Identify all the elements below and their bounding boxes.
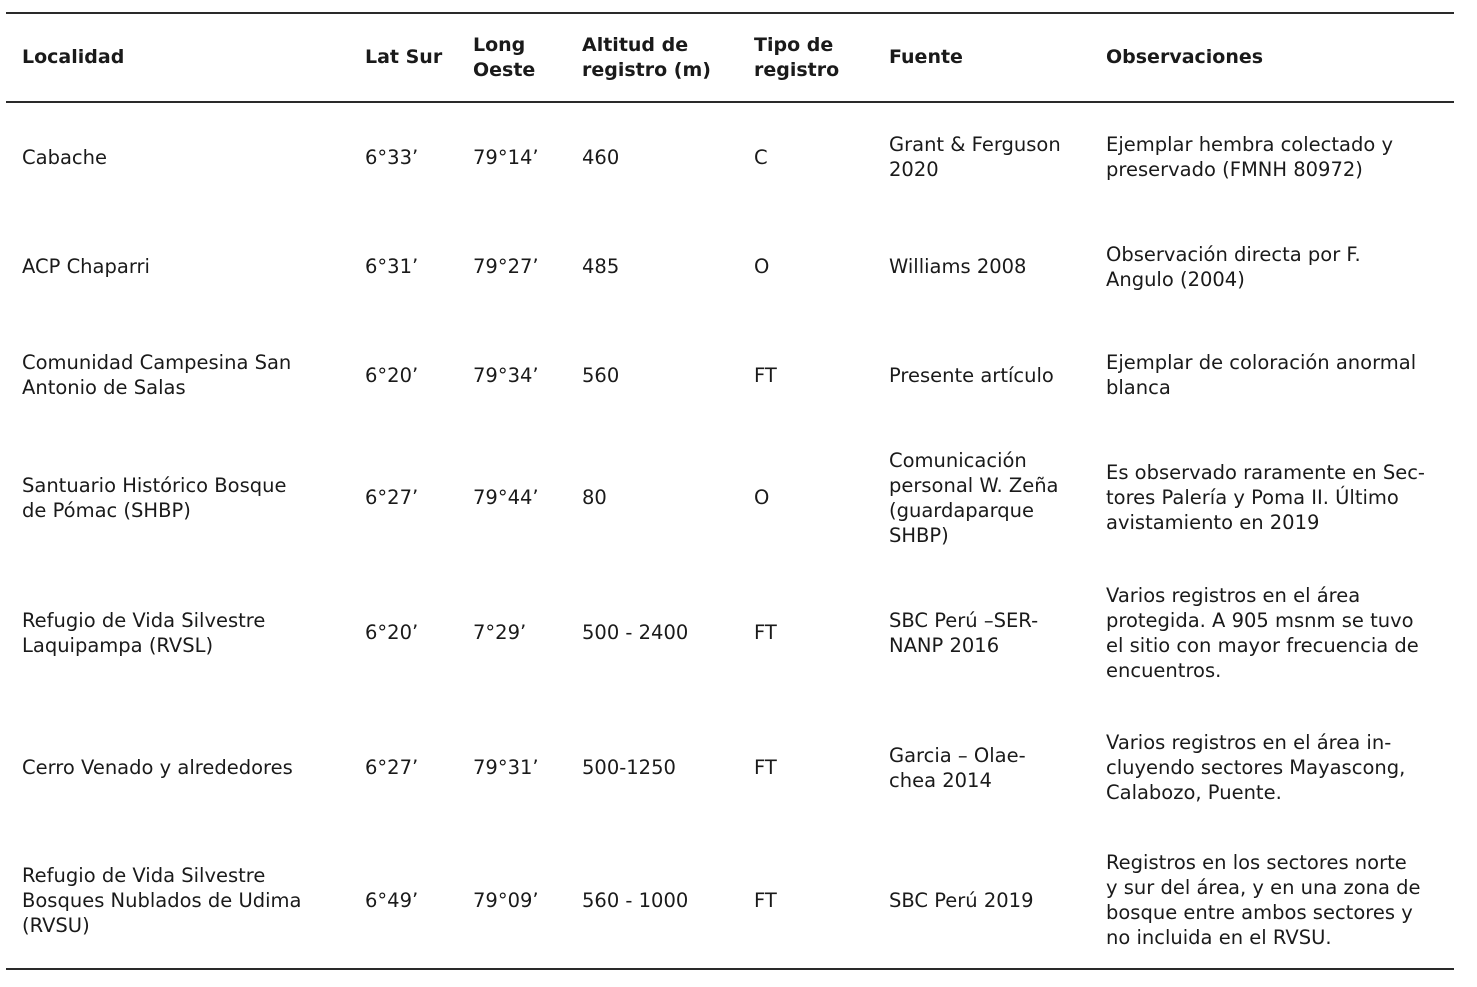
table-row: Refugio de Vida Silvestre Laquipampa (RVS… bbox=[6, 565, 1470, 700]
cell-observaciones: Registros en los sectores norte y sur del… bbox=[1106, 851, 1421, 949]
cell-lat-sur: 6°49’ bbox=[365, 888, 419, 912]
cell-long-oeste: 79°31’ bbox=[473, 756, 539, 779]
cell-altitud: 560 - 1000 bbox=[582, 888, 689, 912]
cell-altitud: 485 bbox=[582, 255, 620, 278]
cell-tipo-registro: C bbox=[754, 145, 768, 169]
table-row: Comunidad Campesina San Antonio de Salas … bbox=[6, 320, 1470, 430]
cell-altitud: 80 bbox=[582, 486, 607, 509]
cell-altitud: 460 bbox=[582, 145, 620, 169]
cell-altitud: 500 - 2400 bbox=[582, 621, 689, 644]
cell-fuente: Williams 2008 bbox=[889, 255, 1027, 278]
table-header-rule bbox=[6, 101, 1454, 103]
cell-tipo-registro: FT bbox=[754, 756, 777, 779]
cell-tipo-registro: O bbox=[754, 255, 770, 278]
cell-localidad: Comunidad Campesina San Antonio de Salas bbox=[22, 351, 292, 399]
cell-tipo-registro: FT bbox=[754, 621, 777, 644]
cell-fuente: SBC Perú 2019 bbox=[889, 888, 1034, 912]
table-bottom-rule bbox=[6, 968, 1454, 970]
header-tipo-registro: Tipo de registro bbox=[754, 33, 840, 81]
cell-long-oeste: 79°27’ bbox=[473, 255, 539, 278]
cell-long-oeste: 79°44’ bbox=[473, 486, 539, 509]
cell-observaciones: Ejemplar de coloración anormal blanca bbox=[1106, 351, 1417, 399]
cell-lat-sur: 6°33’ bbox=[365, 145, 419, 169]
cell-observaciones: Varios registros en el área protegida. A … bbox=[1106, 583, 1419, 682]
cell-localidad: Santuario Histórico Bosque de Pómac (SHBP… bbox=[22, 473, 287, 522]
table-row: ACP Chaparri 6°31’ 79°27’ 485 O Williams… bbox=[6, 213, 1470, 320]
cell-lat-sur: 6°27’ bbox=[365, 486, 419, 509]
cell-fuente: Garcia – Olae-chea 2014 bbox=[889, 743, 1026, 792]
cell-fuente: Comunicación personal W. Zeña (guardaparqu… bbox=[889, 448, 1059, 547]
cell-localidad: ACP Chaparri bbox=[22, 255, 150, 278]
cell-fuente: SBC Perú –SER- NANP 2016 bbox=[889, 608, 1039, 657]
cell-altitud: 560 bbox=[582, 363, 620, 387]
cell-lat-sur: 6°27’ bbox=[365, 756, 419, 779]
cell-long-oeste: 7°29’ bbox=[473, 621, 527, 644]
cell-observaciones: Observación directa por F. Angulo (2004) bbox=[1106, 242, 1361, 291]
cell-long-oeste: 79°14’ bbox=[473, 145, 539, 169]
cell-lat-sur: 6°20’ bbox=[365, 621, 419, 644]
header-lat-sur: Lat Sur bbox=[365, 46, 443, 68]
cell-tipo-registro: FT bbox=[754, 888, 777, 912]
cell-localidad: Cerro Venado y alrededores bbox=[22, 756, 293, 779]
cell-altitud: 500-1250 bbox=[582, 756, 676, 779]
cell-observaciones: Varios registros en el área in-cluyendo … bbox=[1106, 731, 1406, 804]
cell-observaciones: Ejemplar hembra colectado y preservado (F… bbox=[1106, 133, 1394, 181]
records-table: Localidad Lat Sur Long Oeste Altitud de re… bbox=[6, 14, 1470, 965]
cell-lat-sur: 6°20’ bbox=[365, 363, 419, 387]
cell-lat-sur: 6°31’ bbox=[365, 255, 419, 278]
cell-fuente: Presente artículo bbox=[889, 363, 1054, 387]
table-row: Cabache 6°33’ 79°14’ 460 C Grant & Fergu… bbox=[6, 101, 1470, 213]
header-observaciones: Observaciones bbox=[1106, 46, 1264, 68]
table-row: Refugio de Vida Silvestre Bosques Nublado… bbox=[6, 835, 1470, 965]
table-row: Cerro Venado y alrededores 6°27’ 79°31’ … bbox=[6, 700, 1470, 835]
cell-fuente: Grant & Ferguson 2020 bbox=[889, 133, 1061, 181]
header-fuente: Fuente bbox=[889, 46, 963, 68]
table-row: Santuario Histórico Bosque de Pómac (SHBP… bbox=[6, 430, 1470, 565]
cell-localidad: Refugio de Vida Silvestre Bosques Nublado… bbox=[22, 863, 302, 937]
cell-tipo-registro: FT bbox=[754, 363, 777, 387]
header-localidad: Localidad bbox=[22, 46, 125, 68]
cell-long-oeste: 79°09’ bbox=[473, 888, 539, 912]
cell-long-oeste: 79°34’ bbox=[473, 363, 539, 387]
cell-observaciones: Es observado raramente en Sec-tores Pale… bbox=[1106, 461, 1425, 534]
cell-localidad: Cabache bbox=[22, 145, 107, 169]
table-header-row: Localidad Lat Sur Long Oeste Altitud de re… bbox=[6, 14, 1470, 101]
table-top-rule bbox=[6, 12, 1454, 14]
header-long-oeste: Long Oeste bbox=[473, 33, 536, 81]
header-altitud: Altitud de registro (m) bbox=[582, 33, 711, 81]
cell-tipo-registro: O bbox=[754, 486, 770, 509]
cell-localidad: Refugio de Vida Silvestre Laquipampa (RVS… bbox=[22, 608, 266, 657]
